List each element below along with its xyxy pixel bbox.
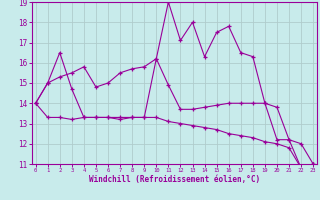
X-axis label: Windchill (Refroidissement éolien,°C): Windchill (Refroidissement éolien,°C): [89, 175, 260, 184]
